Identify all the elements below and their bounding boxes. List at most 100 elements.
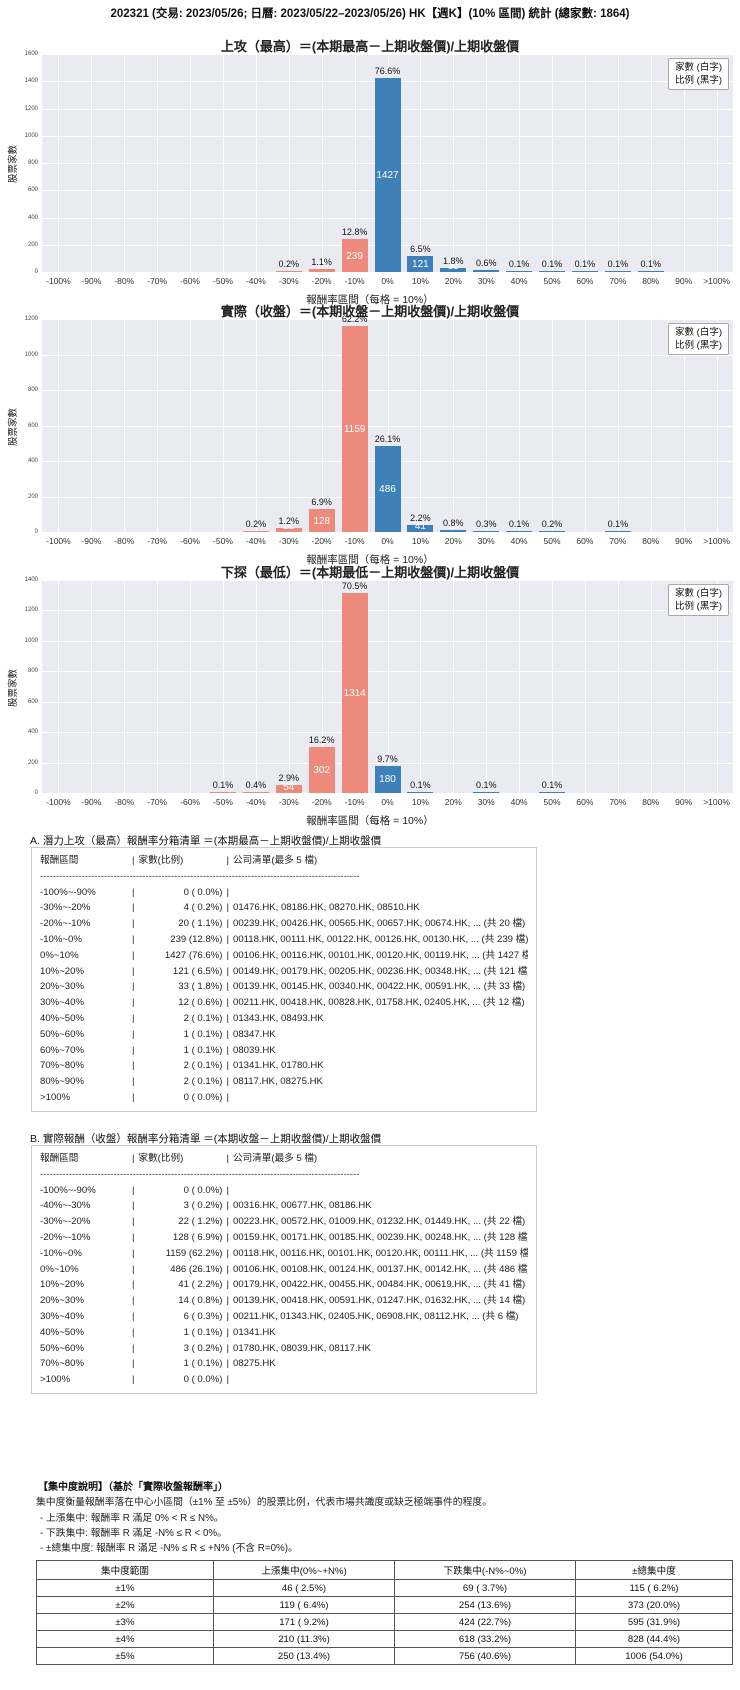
table-cell: 595 (31.9%) [575,1613,733,1631]
list-cell-count: 0 ( 0.0%) [183,1374,223,1386]
list-cell-range: 20%~30% [40,981,85,993]
plot-area: 0.2% 22 1.2% 128 6.9% 1159 62.2% 486 26.1% 41 2.2%… [42,314,733,532]
table-header-cell: 集中度範圍 [36,1560,214,1580]
bar-percent-label: 0.2% [278,259,300,269]
list-cell-count: 2 ( 0.1%) [183,1060,223,1072]
list-cell-count: 2 ( 0.1%) [183,1012,223,1024]
list-section-heading: A. 潛力上攻（最高）報酬率分箱清單 ＝(本期最高－上期收盤價)/上期收盤價 [30,835,382,847]
grid-line-vertical [453,580,455,793]
list-cell-range: >100% [40,1091,71,1103]
grid-line-vertical [190,580,192,793]
grid-line-vertical [552,319,554,532]
grid-line-vertical [519,54,521,272]
list-row: 70%~80% | 1 ( 0.1%) | 08275.HK [40,1356,528,1372]
list-cell-companies: 00223.HK, 00572.HK, 01009.HK, 01232.HK, … [233,1216,526,1228]
x-tick-label: -60% [180,797,200,807]
concentration-bullet: - ±總集中度: 報酬率 R 滿足 -N% ≤ R ≤ +N% (不含 R=0%… [40,1543,298,1554]
grid-line-vertical [683,54,685,272]
bar [374,445,401,532]
bar-percent-label: 0.1% [640,259,661,269]
y-tick-label: 600 [27,698,38,705]
column-separator: | [132,1263,135,1275]
y-tick-label: 0 [34,529,38,535]
x-tick-label: >100% [703,276,730,286]
legend-line-ratio: 比例 (黑字) [675,601,722,612]
list-section-heading: B. 實際報酬（收盤）報酬率分箱清單 ＝(本期收盤－上期收盤價)/上期收盤價 [30,1133,382,1145]
bar-percent-label: 0.1% [475,780,497,790]
list-row: 20%~30% | 33 ( 1.8%) | 00139.HK, 00145.HK, 0… [40,979,528,995]
list-cell-count: 486 (26.1%) [170,1263,223,1275]
table-cell: 618 (33.2%) [394,1630,576,1648]
y-tick-label: 800 [27,160,38,166]
x-tick-label: -90% [81,797,102,807]
grid-line-vertical [617,580,619,793]
grid-line-vertical [584,54,586,272]
table-row: ±3% 171 ( 9.2%) 424 (22.7%) 595 (31.9%) [36,1613,733,1631]
table-cell: ±3% [36,1613,214,1631]
x-tick-label: -40% [245,536,266,546]
table-cell: ±2% [36,1596,214,1614]
column-separator: | [226,1216,230,1228]
grid-line-vertical [552,54,554,272]
bar [308,747,335,793]
column-separator: | [226,855,230,866]
x-tick-label: 20% [444,536,462,546]
bar-count-label: 1314 [343,688,366,700]
bar-percent-label: 0.1% [212,780,234,790]
list-row: -10%~0% | 239 (12.8%) | 00118.HK, 00111.HK, … [40,932,528,948]
list-cell-range: 50%~60% [40,1028,85,1040]
bar-percent-label: 62.2% [341,314,368,325]
bar [506,531,533,532]
x-tick-label: 40% [510,536,528,546]
grid-line-vertical [453,54,455,272]
legend-line-count: 家數 (白字) [675,588,722,599]
list-box: 報酬區間 | 家數(比例) | 公司清單(最多 5 檔) ----------------… [31,1145,537,1394]
column-separator: | [132,902,135,914]
bar-percent-label: 0.1% [541,259,563,269]
legend-line-count: 家數 (白字) [675,327,722,338]
bar-percent-label: 26.1% [374,433,401,444]
table-row: ±2% 119 ( 6.4%) 254 (13.6%) 373 (20.0%) [36,1596,733,1614]
bar-percent-label: 0.3% [475,518,497,529]
table-cell: 46 ( 2.5%) [213,1579,395,1597]
y-tick-label: 400 [27,458,38,464]
x-tick-label: 10% [411,536,429,546]
x-tick-label: 60% [576,276,594,286]
column-separator: | [226,1279,230,1291]
grid-line-vertical [124,319,126,532]
bar-percent-label: 1.8% [443,255,464,266]
grid-line-vertical [288,319,290,532]
column-separator: | [226,1153,230,1164]
chart-title: 上攻（最高）＝(本期最高－上期收盤價)/上期收盤價 [220,39,520,54]
list-cell-range: 40%~50% [40,1012,85,1024]
x-tick-label: 50% [543,276,561,286]
column-separator: | [226,981,230,993]
list-cell-count: 6 ( 0.3%) [183,1310,223,1322]
bar [275,528,302,532]
bar-count-label: 180 [379,774,396,786]
x-tick-label: -100% [46,797,71,807]
column-separator: | [132,1091,135,1103]
x-tick-label: 10% [411,797,429,807]
column-separator: | [132,1358,135,1370]
bar-count-label: 1427 [376,169,399,181]
grid-line-vertical [420,54,422,272]
list-row: -20%~-10% | 128 ( 6.9%) | 00159.HK, 00171.HK… [40,1230,528,1246]
y-tick-label: 400 [27,214,38,221]
x-tick-label: -60% [180,276,200,286]
column-separator: | [226,886,230,898]
column-separator: | [132,997,135,1009]
list-cell-companies: 00179.HK, 00422.HK, 00455.HK, 00484.HK, … [233,1279,526,1291]
x-tick-label: -30% [278,797,299,807]
y-tick-label: 200 [27,493,38,500]
bar [209,792,236,793]
bar [473,792,500,793]
column-separator: | [226,949,230,961]
list-cell-companies: 01476.HK, 08186.HK, 08270.HK, 08510.HK [233,902,420,914]
grid-line-vertical [716,319,718,532]
column-separator: | [132,1044,135,1056]
column-separator: | [226,1310,230,1322]
column-separator: | [132,1200,135,1212]
list-cell-range: -10%~0% [40,933,82,945]
column-separator: | [226,1231,230,1243]
